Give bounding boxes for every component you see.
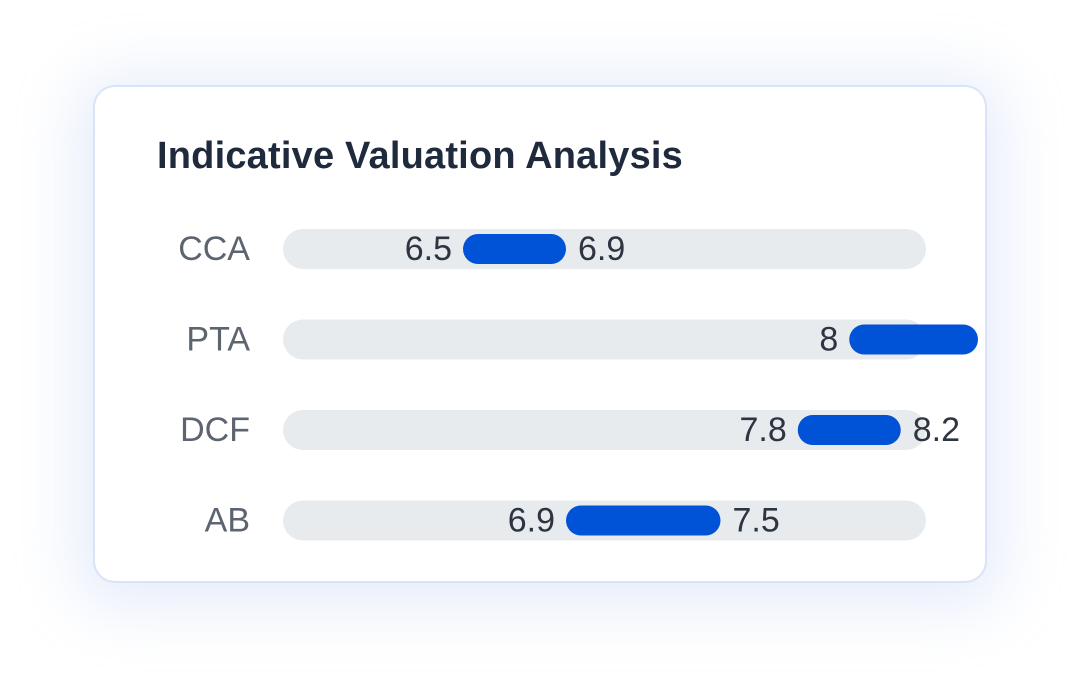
low-value-label-pta: 8 — [819, 321, 838, 359]
valuation-card: Indicative Valuation Analysis CCA 6.5 6.9 P… — [93, 85, 987, 583]
low-value-label-dcf: 7.8 — [739, 411, 786, 449]
high-value-label-ab: 7.5 — [733, 502, 780, 540]
high-value-label-dcf: 8.2 — [913, 411, 960, 449]
track-cca — [283, 229, 926, 269]
low-value-label-ab: 6.9 — [508, 502, 555, 540]
low-value-label-cca: 6.5 — [405, 230, 452, 268]
range-bar-pta — [849, 324, 978, 355]
category-label-ab: AB — [205, 502, 250, 540]
category-label-cca: CCA — [178, 230, 250, 268]
range-bar-cca — [463, 234, 566, 264]
category-label-pta: PTA — [186, 321, 250, 359]
track-dcf — [283, 410, 926, 450]
range-bar-dcf — [797, 415, 901, 445]
track-pta — [283, 319, 926, 360]
high-value-label-cca: 6.9 — [578, 230, 625, 268]
category-label-dcf: DCF — [180, 411, 250, 449]
range-bar-ab — [566, 505, 721, 536]
card-title: Indicative Valuation Analysis — [157, 135, 684, 177]
